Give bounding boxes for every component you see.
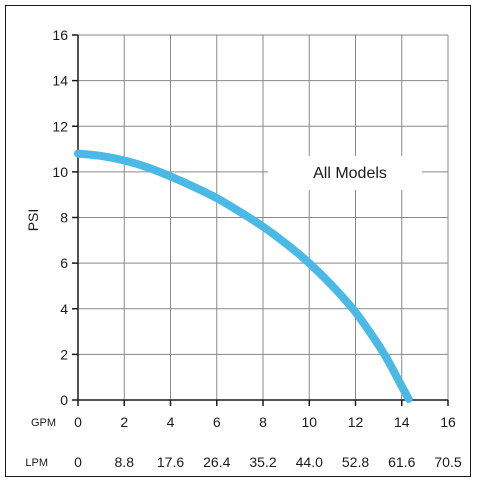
annotation-label: All Models <box>313 165 387 182</box>
x-tick-label: 2 <box>120 414 128 430</box>
y-tick-label: 8 <box>60 210 68 226</box>
y-axis-label: PSI <box>25 209 41 232</box>
x2-tick-label: 52.8 <box>342 454 369 470</box>
y-tick-label: 16 <box>52 27 68 43</box>
x2-tick-labels: 0 8.8 17.6 26.4 35.2 44.0 52.8 61.6 70.5 <box>74 454 462 470</box>
x-tick-label: 16 <box>440 414 456 430</box>
y-tick-label: 10 <box>52 164 68 180</box>
y-tick-label: 4 <box>60 301 68 317</box>
series <box>74 149 413 403</box>
x-tick-label: 12 <box>348 414 364 430</box>
x2-tick-label: 8.8 <box>115 454 135 470</box>
axes <box>72 34 449 406</box>
x2-tick-label: 61.6 <box>388 454 415 470</box>
x2-tick-label: 0 <box>74 454 82 470</box>
x-tick-label: 4 <box>167 414 175 430</box>
x2-tick-label: 26.4 <box>203 454 230 470</box>
chart-frame <box>5 5 471 477</box>
y-tick-label: 2 <box>60 346 68 362</box>
annotation-box <box>268 156 422 190</box>
y-tick-label: 14 <box>52 73 68 89</box>
x2-tick-label: 44.0 <box>296 454 323 470</box>
x-tick-label: 14 <box>394 414 410 430</box>
series-line <box>74 149 413 403</box>
x-tick-labels: 0 2 4 6 8 10 12 14 16 <box>74 414 456 430</box>
x-axis-name-lpm: LPM <box>25 457 48 469</box>
y-tick-labels: 0 2 4 6 8 10 12 14 16 <box>52 27 68 408</box>
x-tick-label: 6 <box>213 414 221 430</box>
x-tick-label: 10 <box>301 414 317 430</box>
y-tick-label: 0 <box>60 392 68 408</box>
y-tick-label: 6 <box>60 255 68 271</box>
y-tick-label: 12 <box>52 118 68 134</box>
x2-tick-label: 17.6 <box>157 454 184 470</box>
grid <box>77 34 449 401</box>
x2-tick-label: 35.2 <box>249 454 276 470</box>
x-tick-label: 0 <box>74 414 82 430</box>
x-tick-label: 8 <box>259 414 267 430</box>
x2-tick-label: 70.5 <box>434 454 461 470</box>
x-axis-name-gpm: GPM <box>31 417 56 429</box>
